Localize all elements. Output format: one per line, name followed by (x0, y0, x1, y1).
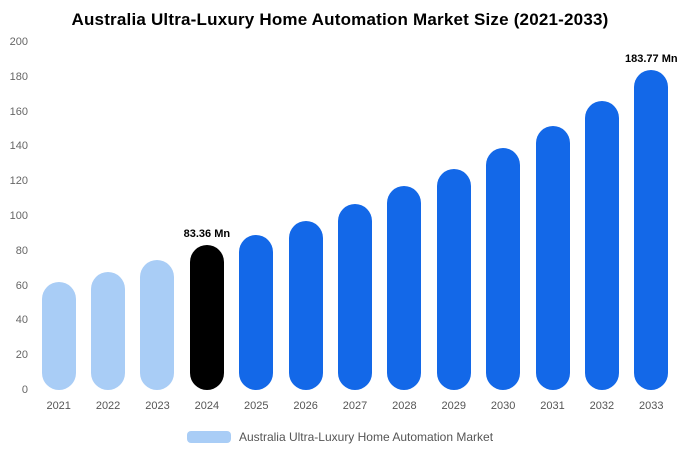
x-tick-label: 2022 (95, 400, 121, 412)
bar-2022 (91, 271, 126, 390)
bar-2026 (288, 221, 323, 390)
y-tick-label: 40 (15, 314, 28, 327)
y-tick-label: 120 (9, 175, 28, 188)
bar-2023 (140, 259, 175, 390)
y-tick-label: 80 (15, 244, 28, 257)
bar-value-label: 183.77 Mn (625, 53, 678, 66)
y-tick-label: 140 (9, 140, 28, 153)
bar-value-label: 83.36 Mn (183, 227, 231, 240)
y-tick-label: 60 (15, 279, 28, 292)
plot-area: 0 20 40 60 80 100 120 140 160 180 200 2021 2022 2023 2… (10, 36, 678, 412)
bar-2021 (41, 282, 76, 390)
y-tick-label: 100 (9, 210, 28, 222)
x-tick-label: 2023 (145, 400, 170, 412)
x-tick-label: 2028 (392, 400, 417, 412)
bar-2029 (436, 169, 471, 390)
y-tick-label: 200 (9, 36, 28, 48)
y-tick-label: 20 (15, 349, 28, 362)
y-tick-label: 0 (21, 384, 28, 396)
x-tick-label: 2030 (490, 400, 516, 412)
bar-2033 (634, 70, 669, 390)
x-tick-label: 2021 (46, 400, 71, 412)
bar-2031 (535, 125, 570, 390)
y-tick-label: 180 (9, 70, 28, 83)
x-tick-label: 2026 (293, 400, 318, 412)
bar-2028 (387, 186, 422, 390)
legend: Australia Ultra-Luxury Home Automation M… (0, 430, 680, 444)
chart-title: Australia Ultra-Luxury Home Automation M… (71, 10, 609, 29)
legend-swatch (186, 431, 231, 443)
x-tick-label: 2025 (243, 400, 269, 412)
bar-2032 (584, 101, 619, 390)
x-tick-label: 2032 (589, 400, 615, 412)
bar-2027 (338, 203, 372, 390)
legend-label: Australia Ultra-Luxury Home Automation M… (238, 430, 494, 444)
x-tick-label: 2031 (540, 400, 565, 412)
bar-2024 (189, 244, 224, 390)
y-tick-label: 160 (9, 105, 28, 118)
x-tick-label: 2024 (194, 400, 220, 412)
bar-2025 (239, 235, 274, 390)
bar-2030 (486, 148, 521, 390)
x-tick-label: 2029 (441, 400, 467, 412)
x-tick-label: 2027 (342, 400, 368, 412)
x-tick-label: 2033 (639, 400, 664, 412)
